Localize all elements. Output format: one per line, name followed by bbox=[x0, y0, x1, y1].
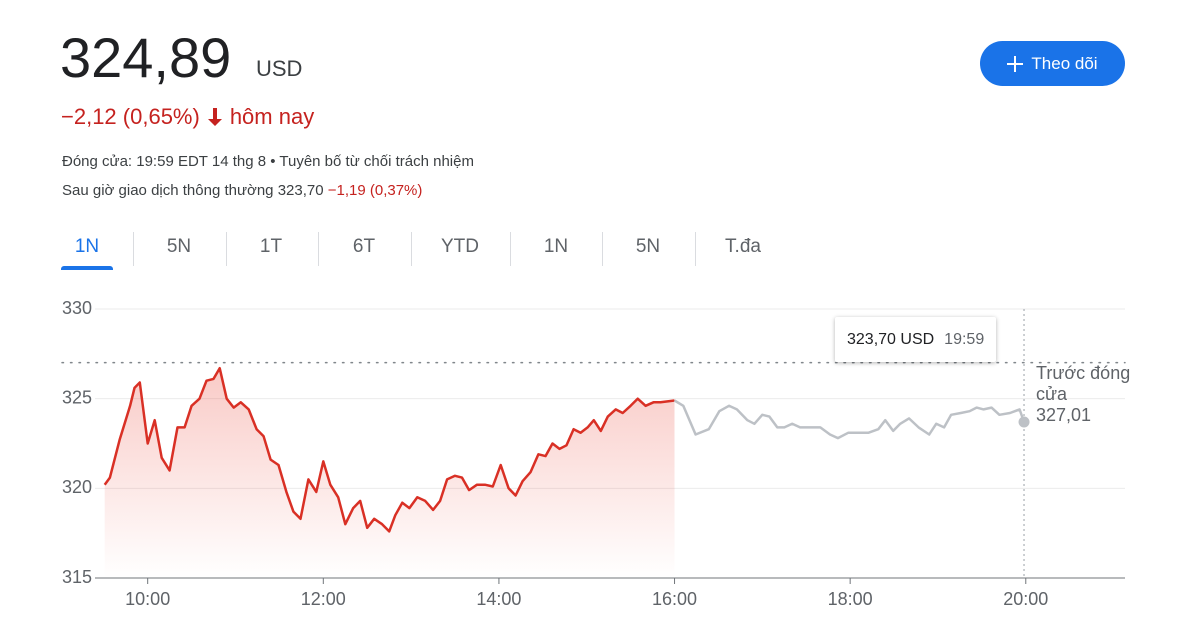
change-row: −2,12 (0,65%) hôm nay bbox=[61, 104, 314, 130]
range-tab[interactable]: 1N bbox=[74, 236, 100, 257]
tab-separator bbox=[226, 232, 227, 266]
tab-separator bbox=[318, 232, 319, 266]
range-tab[interactable]: YTD bbox=[441, 236, 479, 257]
previous-close-label: Trước đóng cửa bbox=[1036, 363, 1131, 404]
plus-icon bbox=[1007, 55, 1024, 72]
x-tick-label: 20:00 bbox=[1003, 589, 1048, 609]
tooltip: 323,70 USD 19:59 bbox=[835, 317, 997, 362]
range-tab[interactable]: 1T bbox=[259, 236, 283, 257]
range-tab[interactable]: 1N bbox=[543, 236, 569, 257]
previous-close-value: 327,01 bbox=[1036, 405, 1092, 425]
x-tick-label: 12:00 bbox=[301, 589, 346, 609]
tooltip-time: 19:59 bbox=[944, 330, 985, 348]
x-tick-label: 14:00 bbox=[476, 589, 521, 609]
tab-separator bbox=[411, 232, 412, 266]
tab-separator bbox=[510, 232, 511, 266]
tooltip-price: 323,70 USD bbox=[847, 330, 935, 348]
range-tab[interactable]: T.đa bbox=[725, 236, 761, 257]
x-tick-label: 16:00 bbox=[652, 589, 697, 609]
hover-dot bbox=[1018, 416, 1030, 428]
active-tab-underline bbox=[61, 266, 113, 270]
after-hours-change: −1,19 (0,37%) bbox=[327, 182, 423, 199]
change: −2,12 (0,65%) bbox=[61, 104, 200, 129]
tab-separator bbox=[602, 232, 603, 266]
x-tick-label: 18:00 bbox=[828, 589, 873, 609]
area-fill bbox=[104, 368, 675, 578]
y-tick-label: 330 bbox=[62, 298, 92, 318]
previous-close: Trước đóng cửa 327,01 bbox=[1036, 363, 1131, 426]
price-line bbox=[103, 366, 675, 533]
down-arrow-icon bbox=[207, 108, 222, 126]
range-tabs: 1N 5N 1T 6T YTD 1N 5N T.đa bbox=[0, 232, 1200, 272]
follow-label: Theo dõi bbox=[1031, 53, 1098, 73]
price-line bbox=[673, 399, 1026, 440]
range-tab[interactable]: 5N bbox=[635, 236, 661, 257]
currency: USD bbox=[256, 56, 303, 81]
range-tab[interactable]: 6T bbox=[352, 236, 376, 257]
y-tick-label: 325 bbox=[62, 387, 92, 407]
range-tab[interactable]: 5N bbox=[166, 236, 192, 257]
tab-separator bbox=[695, 232, 696, 266]
follow-button[interactable]: Theo dõi bbox=[980, 41, 1125, 86]
tab-separator bbox=[133, 232, 134, 266]
after-hours-info: Sau giờ giao dịch thông thường 323,70 −1… bbox=[62, 182, 422, 199]
change-period: hôm nay bbox=[229, 104, 315, 129]
y-tick-label: 315 bbox=[62, 567, 92, 587]
y-tick-label: 320 bbox=[62, 477, 92, 497]
close-info: Đóng cửa: 19:59 EDT 14 thg 8 • Tuyên bố … bbox=[62, 153, 474, 170]
after-hours-label: Sau giờ giao dịch thông thường 323,70 bbox=[62, 182, 324, 199]
price: 324,89 bbox=[60, 26, 232, 89]
x-tick-label: 10:00 bbox=[125, 589, 170, 609]
